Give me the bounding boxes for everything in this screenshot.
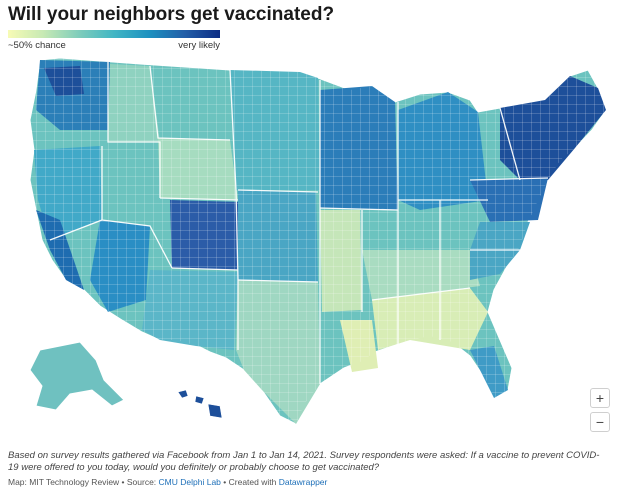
zoom-out-button[interactable]: −	[590, 412, 610, 432]
alaska-shape	[29, 341, 125, 411]
color-legend: ~50% chance very likely	[8, 30, 220, 51]
state-borders	[49, 62, 549, 384]
datawrapper-link[interactable]: Datawrapper	[278, 477, 328, 487]
credits-line: Map: MIT Technology Review • Source: CMU…	[8, 477, 327, 487]
choropleth-map[interactable]	[0, 50, 624, 440]
source-link[interactable]: CMU Delphi Lab	[158, 477, 221, 487]
footnote-text: Based on survey results gathered via Fac…	[8, 450, 600, 473]
legend-low-label: ~50% chance	[8, 40, 66, 51]
zoom-in-button[interactable]: +	[590, 388, 610, 408]
legend-high-label: very likely	[178, 40, 220, 51]
credits-middle: • Created with	[220, 477, 279, 487]
credits-prefix: Map: MIT Technology Review • Source:	[8, 477, 159, 487]
map-title: Will your neighbors get vaccinated?	[8, 4, 335, 25]
hawaii-shape	[177, 389, 223, 419]
us-county-map[interactable]	[0, 50, 624, 440]
legend-gradient-bar	[8, 30, 220, 38]
